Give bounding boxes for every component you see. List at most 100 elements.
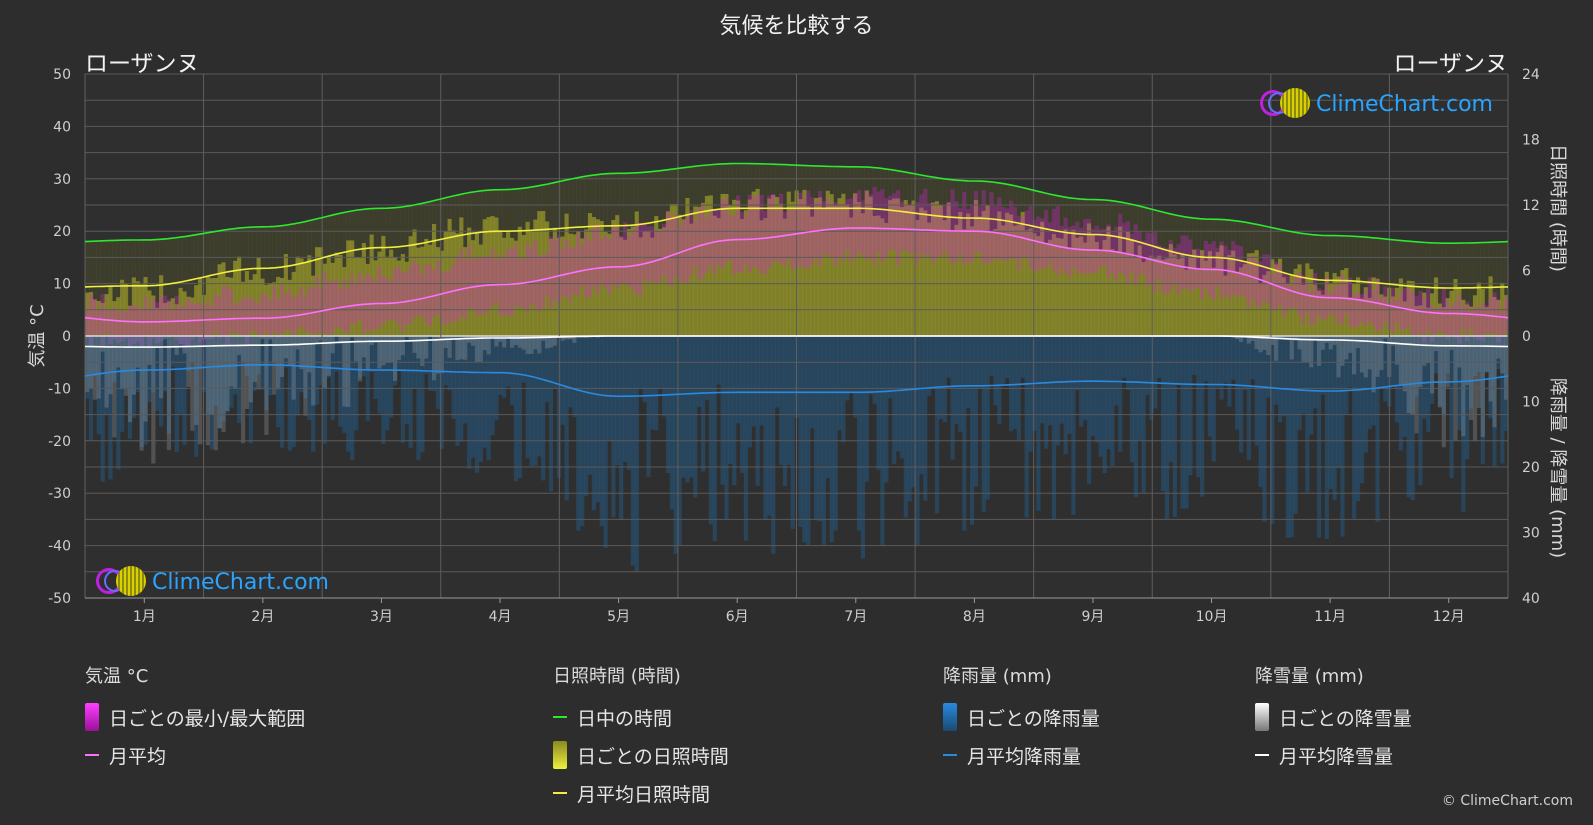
temp-range-day-bar	[490, 248, 495, 307]
rain-day-bar	[1488, 336, 1493, 419]
legend-sunshine-avg[interactable]: 月平均日照時間	[553, 774, 729, 812]
sunshine-day-bar	[693, 206, 698, 336]
temp-range-day-bar	[1161, 246, 1166, 293]
snow-day-bar	[396, 336, 402, 361]
rain-day-bar	[685, 336, 690, 483]
temp-range-day-bar	[821, 201, 827, 255]
x-tick-label: 8月	[963, 609, 986, 625]
sunshine-day-bar	[1090, 234, 1096, 336]
rain-day-bar	[1301, 336, 1306, 414]
legend-daily-rain[interactable]: 日ごとの降雨量	[943, 698, 1100, 736]
sunshine-day-bar	[1215, 252, 1220, 336]
temp-range-day-bar	[513, 244, 519, 308]
sunshine-day-bar	[431, 224, 437, 336]
snow-avg-swatch	[1255, 754, 1269, 756]
rain-day-bar	[603, 336, 608, 548]
temp-range-day-bar	[1071, 225, 1076, 268]
rain-day-bar	[923, 336, 928, 501]
temp-range-day-bar	[697, 208, 702, 281]
rain-day-bar	[1426, 336, 1431, 433]
rain-day-bar	[584, 336, 589, 497]
rain-day-bar	[287, 336, 292, 451]
legend-temp-range[interactable]: 日ごとの最小/最大範囲	[85, 698, 305, 736]
temp-range-day-bar	[864, 190, 869, 261]
snow-day-bar	[268, 336, 273, 340]
legend-daylight[interactable]: 日中の時間	[553, 698, 729, 736]
sunshine-day-bar	[1188, 257, 1193, 336]
sunshine-day-bar	[755, 188, 760, 336]
sunshine-day-bar	[194, 285, 199, 336]
snow-day-bar	[455, 336, 460, 361]
rain-day-bar	[494, 336, 499, 421]
legend-label: 日ごとの日照時間	[577, 745, 729, 768]
rain-day-bar	[654, 336, 659, 431]
rain-day-bar	[1168, 336, 1174, 463]
rain-avg-line	[84, 363, 1509, 398]
rain-day-bar	[533, 336, 538, 466]
sunshine-day-bar	[763, 217, 768, 336]
sunshine-day-bar	[1192, 249, 1197, 336]
sunshine-day-bar	[892, 198, 897, 336]
daylight-day-bar	[116, 240, 121, 336]
sunshine-day-bar	[1406, 280, 1411, 336]
temp-range-day-bar	[170, 310, 175, 336]
temp-range-day-bar	[642, 222, 647, 280]
snow-day-bar	[311, 336, 316, 406]
logo-bottom-left[interactable]: ClimeChart.com	[96, 565, 329, 599]
rain-day-bar	[315, 336, 320, 405]
sunshine-day-bar	[1005, 212, 1010, 336]
daylight-day-bar	[100, 240, 105, 336]
temp-range-day-bar	[1437, 306, 1443, 332]
snow-day-bar	[1437, 336, 1443, 408]
sunshine-day-bar	[849, 217, 854, 336]
temp-range-day-bar	[1055, 206, 1060, 276]
legend-rain-avg[interactable]: 月平均降雨量	[943, 736, 1100, 774]
legend-snow-avg[interactable]: 月平均降雪量	[1255, 736, 1412, 774]
sunshine-day-bar	[599, 221, 604, 336]
temp-range-day-bar	[977, 206, 982, 253]
rain-day-bar	[1094, 336, 1099, 443]
logo-top-right[interactable]: ClimeChart.com	[1260, 87, 1493, 121]
rain-day-bar	[127, 336, 133, 439]
temp-range-day-bar	[502, 259, 507, 316]
rain-day-bar	[814, 336, 819, 521]
sunshine-day-bar	[759, 220, 764, 336]
rain-day-bar	[927, 336, 932, 396]
rain-day-bar	[194, 336, 199, 457]
rain-day-bar	[700, 336, 706, 472]
temp-range-day-bar	[1184, 235, 1189, 289]
sunshine-day-bar	[661, 227, 667, 336]
rain-day-bar	[389, 336, 394, 418]
sunshine-day-bar	[354, 257, 359, 336]
sunshine-day-bar	[377, 251, 382, 336]
rain-day-bar	[1005, 336, 1010, 379]
legend-temp-avg[interactable]: 月平均	[85, 736, 305, 774]
rain-day-bar	[1316, 336, 1322, 538]
rain-day-bar	[237, 336, 242, 423]
daylight-day-bar	[112, 240, 117, 336]
daylight-day-bar	[190, 235, 195, 336]
rain-day-bar	[439, 336, 444, 449]
temp-range-day-bar	[1231, 241, 1236, 295]
snow-day-bar	[240, 336, 246, 444]
snow-day-bar	[1328, 336, 1333, 350]
sunshine-day-bar	[299, 258, 304, 336]
sunshine-day-bar	[272, 282, 277, 336]
temp-range-day-bar	[459, 249, 464, 317]
rain-day-bar	[1098, 336, 1103, 457]
legend-daily-sunshine[interactable]: 日ごとの日照時間	[553, 736, 729, 774]
rain-day-bar	[732, 336, 737, 486]
rain-day-bar	[993, 336, 998, 406]
rain-day-bar	[611, 336, 616, 518]
rain-day-bar	[248, 336, 253, 444]
sunshine-day-bar	[969, 226, 975, 336]
rain-day-bar	[1028, 336, 1033, 452]
snow-day-bar	[1371, 336, 1376, 393]
snow-day-bar	[502, 336, 507, 348]
temp-range-day-bar	[299, 286, 304, 327]
sunshine-day-bar	[248, 279, 253, 336]
temp-range-day-bar	[1309, 291, 1314, 326]
snow-day-bar	[459, 336, 464, 360]
legend-daily-snow[interactable]: 日ごとの降雪量	[1255, 698, 1412, 736]
temp-range-day-bar	[435, 260, 441, 315]
